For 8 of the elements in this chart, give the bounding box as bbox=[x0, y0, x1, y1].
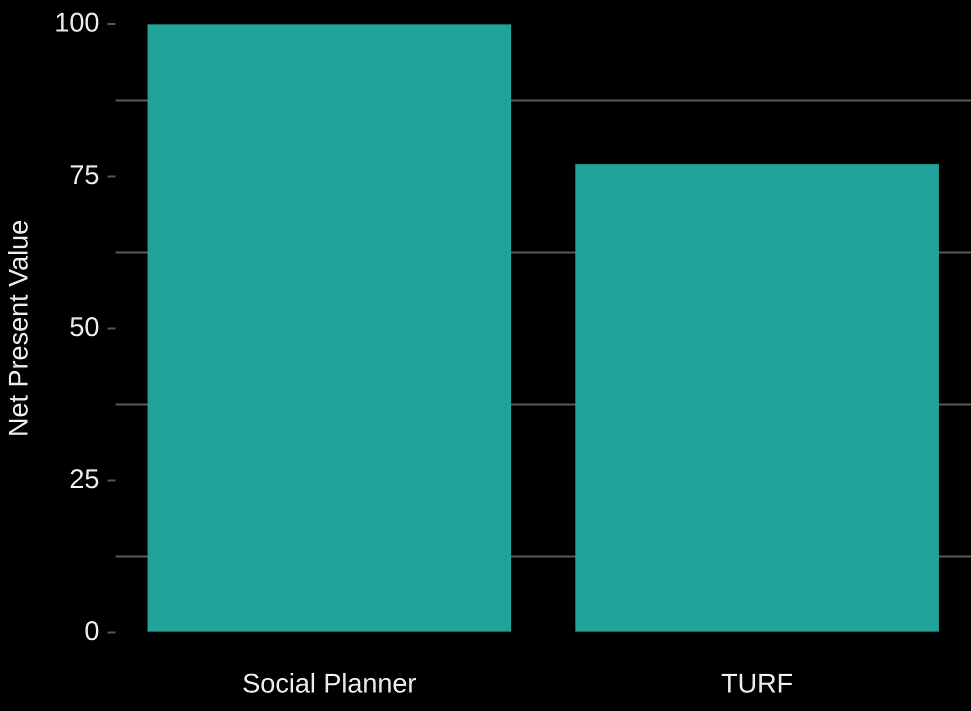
y-tick-label: 25 bbox=[69, 464, 100, 494]
y-tick-label: 100 bbox=[54, 8, 100, 38]
y-axis-title: Net Present Value bbox=[4, 220, 34, 437]
y-tick-label: 50 bbox=[69, 312, 100, 342]
x-tick-label: Social Planner bbox=[242, 668, 416, 698]
y-tick-label: 75 bbox=[69, 160, 100, 190]
y-tick-label: 0 bbox=[84, 616, 100, 646]
x-tick-label: TURF bbox=[721, 668, 794, 698]
